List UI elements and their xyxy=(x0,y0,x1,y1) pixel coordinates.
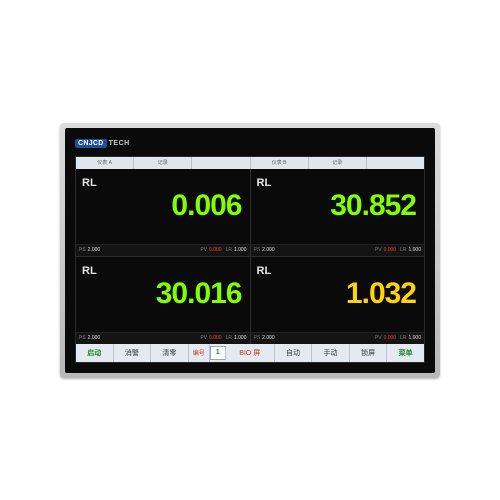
lr-label-1: LR xyxy=(400,247,406,253)
lr-label-2: LR xyxy=(226,335,232,341)
ps-value-3: 2.000 xyxy=(262,335,275,341)
reading-foot-1: PS2.000 PV0.000 LR1.000 xyxy=(251,244,425,256)
reading-foot-3: PS2.000 PV0.000 LR1.000 xyxy=(251,332,425,344)
alarm-clear-button[interactable]: 消警 xyxy=(114,344,152,362)
number-field[interactable]: 1 xyxy=(210,346,226,360)
lr-label-0: LR xyxy=(226,247,232,253)
ps-label-1: PS xyxy=(254,247,261,253)
reading-value-2: 30.016 xyxy=(76,257,250,332)
pv-label-2: PV xyxy=(200,335,207,341)
reading-foot-2: PS2.000 PV0.000 LR1.000 xyxy=(76,332,250,344)
pv-value-1: 0.000 xyxy=(384,247,397,253)
spare-button-1[interactable]: 自动 xyxy=(275,344,313,362)
pv-label-0: PV xyxy=(200,247,207,253)
top-tab-4[interactable]: 记录 xyxy=(309,157,367,169)
reading-grid: RL 0.006 PS2.000 PV0.000 LR1.000 RL 30.8… xyxy=(76,169,424,344)
reading-unit-2: RL xyxy=(82,265,97,277)
pv-label-1: PV xyxy=(375,247,382,253)
device-bezel: CNJCD TECH 仪表 A 记录 仪表 B 记录 RL 0.006 xyxy=(60,123,440,378)
top-tab-3[interactable]: 仪表 B xyxy=(251,157,309,169)
brand-badge: CNJCD xyxy=(75,139,107,148)
reading-value-1: 30.852 xyxy=(251,169,425,244)
lr-value-2: 1.000 xyxy=(234,335,247,341)
lr-value-3: 1.000 xyxy=(408,335,421,341)
spare-button-2[interactable]: 手动 xyxy=(312,344,350,362)
number-label: 编号 xyxy=(189,344,210,362)
ps-value-0: 2.000 xyxy=(88,247,101,253)
pv-value-3: 0.000 xyxy=(384,335,397,341)
ps-value-2: 2.000 xyxy=(88,335,101,341)
pv-value-0: 0.000 xyxy=(209,247,222,253)
top-tab-bar: 仪表 A 记录 仪表 B 记录 xyxy=(76,157,424,169)
ps-label-0: PS xyxy=(79,247,86,253)
ps-label-3: PS xyxy=(254,335,261,341)
ps-label-2: PS xyxy=(79,335,86,341)
top-tab-2[interactable] xyxy=(192,157,250,169)
reading-unit-3: RL xyxy=(257,265,272,277)
reading-cell-3: RL 1.032 PS2.000 PV0.000 LR1.000 xyxy=(251,257,425,344)
pv-label-3: PV xyxy=(375,335,382,341)
reading-foot-0: PS2.000 PV0.000 LR1.000 xyxy=(76,244,250,256)
top-tab-0[interactable]: 仪表 A xyxy=(76,157,134,169)
menu-button[interactable]: 菜单 xyxy=(387,344,424,362)
reading-unit-0: RL xyxy=(82,177,97,189)
bio-screen-button[interactable]: BIO 屏 xyxy=(226,344,275,362)
reading-cell-1: RL 30.852 PS2.000 PV0.000 LR1.000 xyxy=(251,169,425,256)
lock-screen-button[interactable]: 锁屏 xyxy=(350,344,388,362)
brand-suffix: TECH xyxy=(109,140,130,147)
ps-value-1: 2.000 xyxy=(262,247,275,253)
zero-button[interactable]: 清零 xyxy=(151,344,189,362)
reading-value-0: 0.006 xyxy=(76,169,250,244)
lr-value-0: 1.000 xyxy=(234,247,247,253)
start-button[interactable]: 启动 xyxy=(76,344,114,362)
brand-row: CNJCD TECH xyxy=(75,136,425,152)
screen: 仪表 A 记录 仪表 B 记录 RL 0.006 PS2.000 PV0.0 xyxy=(75,156,425,363)
reading-cell-0: RL 0.006 PS2.000 PV0.000 LR1.000 xyxy=(76,169,250,256)
top-tab-5[interactable] xyxy=(367,157,424,169)
reading-cell-2: RL 30.016 PS2.000 PV0.000 LR1.000 xyxy=(76,257,250,344)
lr-value-1: 1.000 xyxy=(408,247,421,253)
reading-unit-1: RL xyxy=(257,177,272,189)
lr-label-3: LR xyxy=(400,335,406,341)
device-panel: CNJCD TECH 仪表 A 记录 仪表 B 记录 RL 0.006 xyxy=(65,128,435,373)
bottom-button-bar: 启动 消警 清零 编号 1 BIO 屏 自动 手动 锁屏 菜单 xyxy=(76,344,424,362)
top-tab-1[interactable]: 记录 xyxy=(134,157,192,169)
reading-value-3: 1.032 xyxy=(251,257,425,332)
pv-value-2: 0.000 xyxy=(209,335,222,341)
